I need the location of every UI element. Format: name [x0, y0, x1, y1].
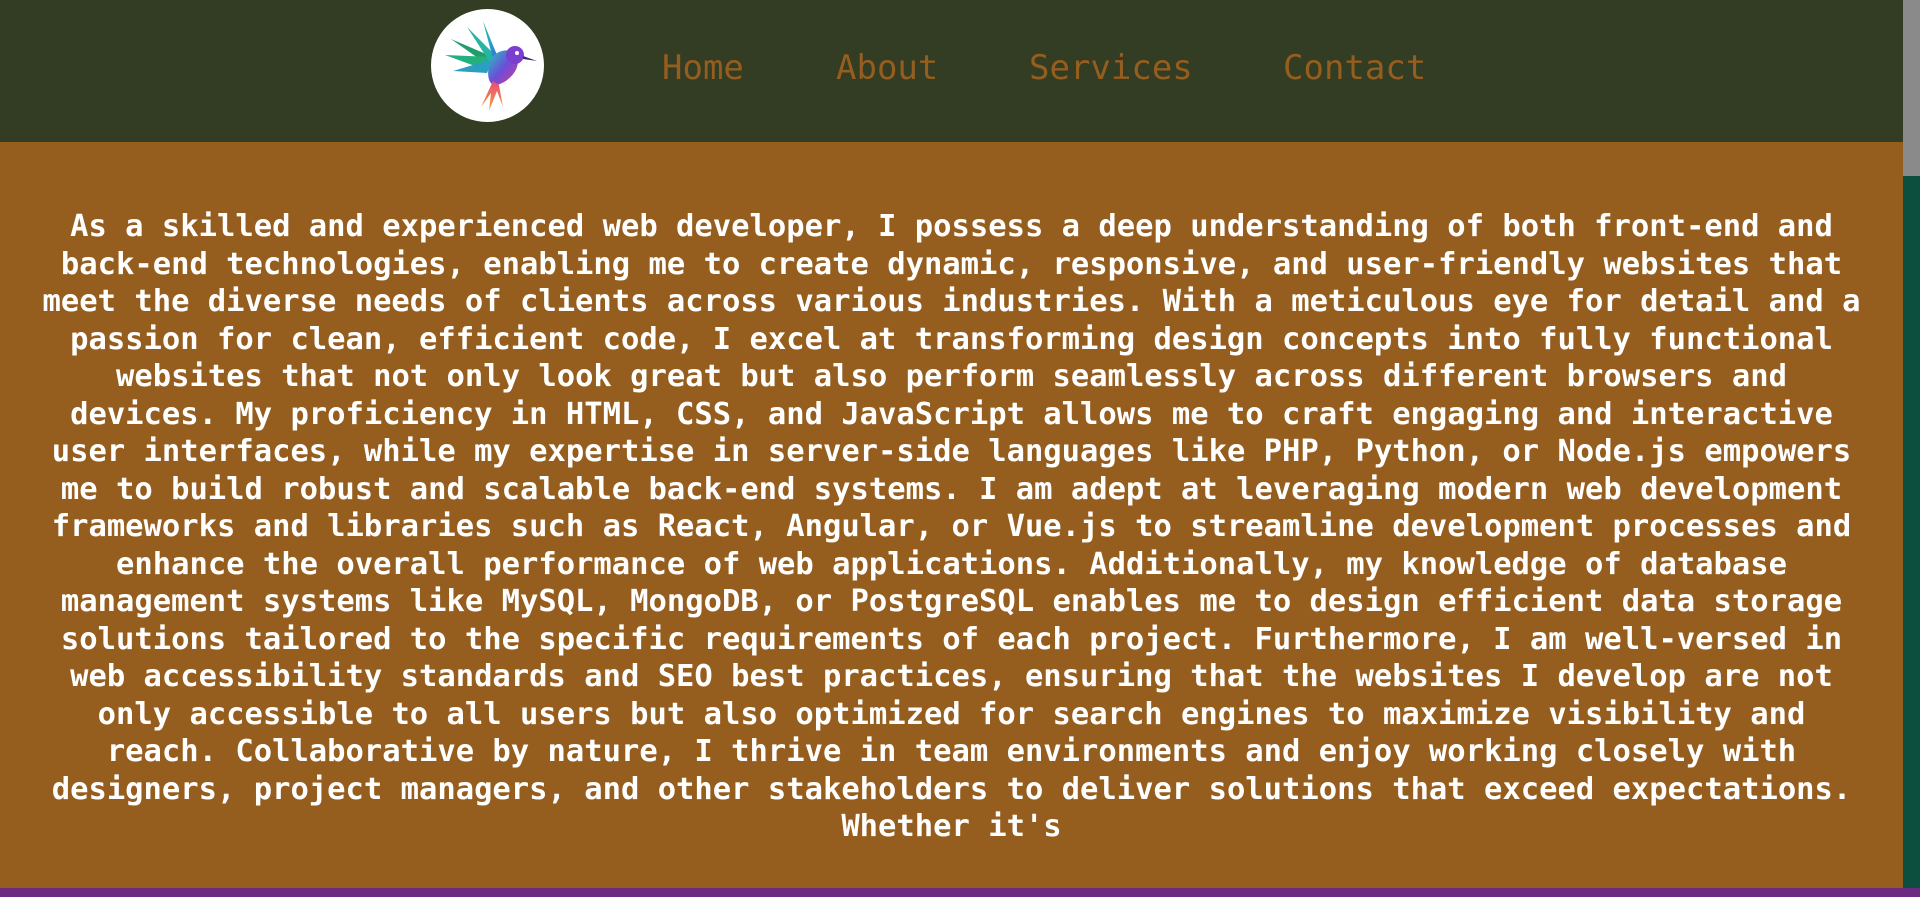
- scrollbar-thumb[interactable]: [1903, 0, 1920, 176]
- about-paragraph: As a skilled and experienced web develop…: [42, 209, 1861, 844]
- nav-link-home[interactable]: Home: [662, 48, 744, 88]
- hummingbird-icon: [445, 21, 537, 111]
- nav-link-about[interactable]: About: [836, 48, 939, 88]
- hummingbird-logo-icon[interactable]: [431, 9, 544, 122]
- nav-link-services[interactable]: Services: [1029, 48, 1193, 88]
- nav-link-contact[interactable]: Contact: [1283, 48, 1427, 88]
- navbar: Home About Services Contact: [0, 0, 1903, 142]
- main-content: As a skilled and experienced web develop…: [0, 142, 1903, 888]
- scrollbar-track[interactable]: [1903, 0, 1920, 888]
- bottom-strip: [0, 888, 1920, 897]
